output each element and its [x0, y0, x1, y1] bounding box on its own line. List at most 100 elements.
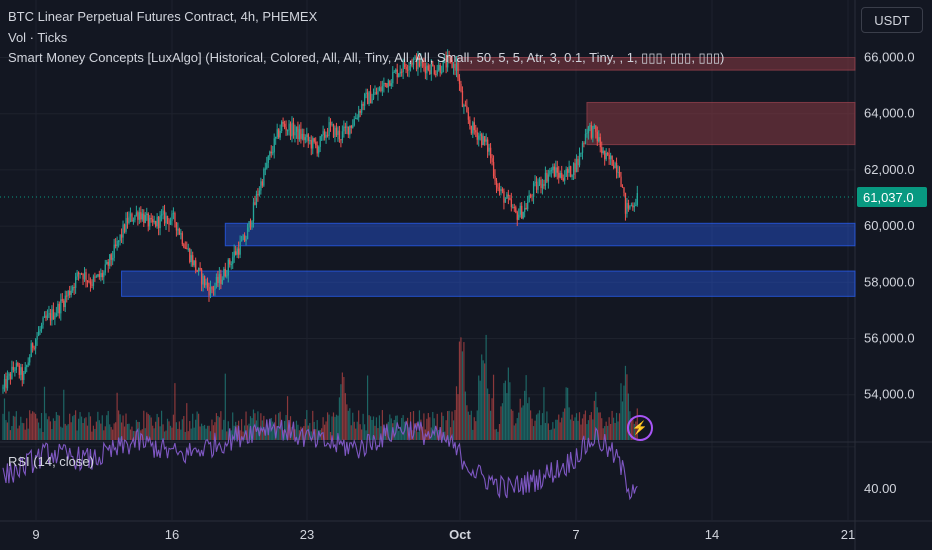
- volume-bar: [509, 382, 511, 440]
- smc-indicator-label[interactable]: Smart Money Concepts [LuxAlgo] (Historic…: [8, 50, 725, 65]
- y-tick-label: 62,000.0: [864, 162, 915, 177]
- x-tick-label: Oct: [449, 527, 471, 542]
- candle-body: [491, 158, 493, 163]
- volume-bar: [387, 421, 389, 440]
- volume-bar: [80, 416, 83, 440]
- candle-body: [239, 241, 241, 255]
- currency-button[interactable]: USDT: [861, 7, 923, 33]
- volume-bar: [414, 430, 416, 440]
- candle: [233, 244, 235, 263]
- volume-bar: [175, 422, 177, 440]
- candle: [374, 85, 376, 96]
- candle-body: [183, 244, 185, 248]
- candle-body: [134, 215, 136, 220]
- candle-body: [221, 279, 224, 284]
- candle-body: [420, 60, 422, 67]
- volume-bar: [14, 416, 16, 440]
- candle-body: [630, 205, 633, 207]
- rsi-indicator-label[interactable]: RSI (14, close): [8, 454, 94, 469]
- volume-bar: [115, 422, 117, 440]
- candle: [614, 161, 616, 169]
- candle: [178, 227, 181, 236]
- candle-body: [444, 58, 446, 61]
- candle-body: [374, 91, 376, 95]
- volume-bar: [21, 422, 23, 440]
- candle-body: [295, 126, 298, 132]
- volume-bar: [412, 411, 415, 440]
- candle-body: [218, 274, 221, 283]
- candle: [527, 195, 529, 212]
- candle-body: [506, 194, 508, 199]
- candle: [498, 182, 501, 196]
- volume-bar: [341, 372, 343, 440]
- candle-body: [155, 221, 157, 227]
- volume-bar: [349, 408, 351, 440]
- candle-body: [307, 134, 309, 141]
- volume-bar: [155, 421, 157, 440]
- candle: [322, 125, 324, 141]
- volume-bar: [623, 385, 625, 440]
- volume-indicator-label[interactable]: Vol · Ticks: [8, 30, 68, 45]
- candle: [485, 133, 487, 146]
- candle: [414, 55, 416, 61]
- candle-body: [555, 167, 557, 177]
- volume-bar: [29, 410, 31, 440]
- volume-bar: [86, 425, 89, 440]
- volume-bar: [92, 425, 95, 440]
- volume-bar: [611, 410, 613, 440]
- volume-bar: [251, 418, 253, 440]
- volume-bar: [49, 421, 52, 440]
- candle-body: [178, 228, 181, 235]
- lightning-icon[interactable]: ⚡: [627, 415, 653, 441]
- candle-body: [171, 213, 173, 221]
- candle-body: [338, 130, 341, 140]
- candle: [516, 210, 518, 226]
- volume-bar: [36, 418, 38, 440]
- volume-bar: [307, 425, 309, 440]
- candle-body: [362, 103, 364, 106]
- volume-bar: [565, 387, 567, 440]
- candle: [326, 127, 329, 138]
- candle: [546, 169, 548, 184]
- candle-body: [387, 80, 390, 88]
- candle: [553, 163, 556, 178]
- candle-body: [310, 140, 312, 149]
- volume-bar: [451, 411, 453, 440]
- candle-body: [73, 286, 75, 288]
- volume-bar: [48, 416, 50, 440]
- candle-body: [494, 176, 496, 181]
- volume-bar: [479, 380, 481, 440]
- candle: [358, 105, 360, 122]
- volume-bar: [535, 414, 538, 440]
- candle: [138, 207, 141, 224]
- candle: [521, 202, 523, 219]
- candle-body: [598, 137, 600, 142]
- candle: [49, 308, 52, 326]
- candle-body: [24, 367, 26, 374]
- candle: [21, 363, 23, 387]
- volume-bar: [350, 425, 352, 440]
- candle-body: [565, 168, 567, 177]
- volume-bar: [178, 421, 180, 440]
- candle: [595, 125, 597, 139]
- volume-bar: [192, 413, 194, 440]
- volume-bar: [527, 403, 529, 440]
- volume-bar: [233, 425, 235, 440]
- volume-bar: [11, 426, 13, 440]
- candle: [398, 72, 400, 78]
- candle: [612, 159, 615, 170]
- candle: [301, 128, 304, 141]
- volume-bar: [605, 421, 607, 440]
- candle: [67, 289, 69, 300]
- price-axis: 54,000.0 56,000.0 58,000.0 60,000.0 62,000.0…: [864, 50, 915, 497]
- demand-zone: [224, 222, 856, 247]
- candle: [556, 160, 558, 180]
- candle-body: [568, 166, 570, 173]
- volume-bar: [564, 408, 566, 440]
- volume-bar: [232, 412, 234, 440]
- y-tick-label: 66,000.0: [864, 50, 915, 65]
- volume-bar: [134, 431, 136, 440]
- volume-bar: [447, 411, 449, 440]
- volume-bar: [577, 420, 579, 440]
